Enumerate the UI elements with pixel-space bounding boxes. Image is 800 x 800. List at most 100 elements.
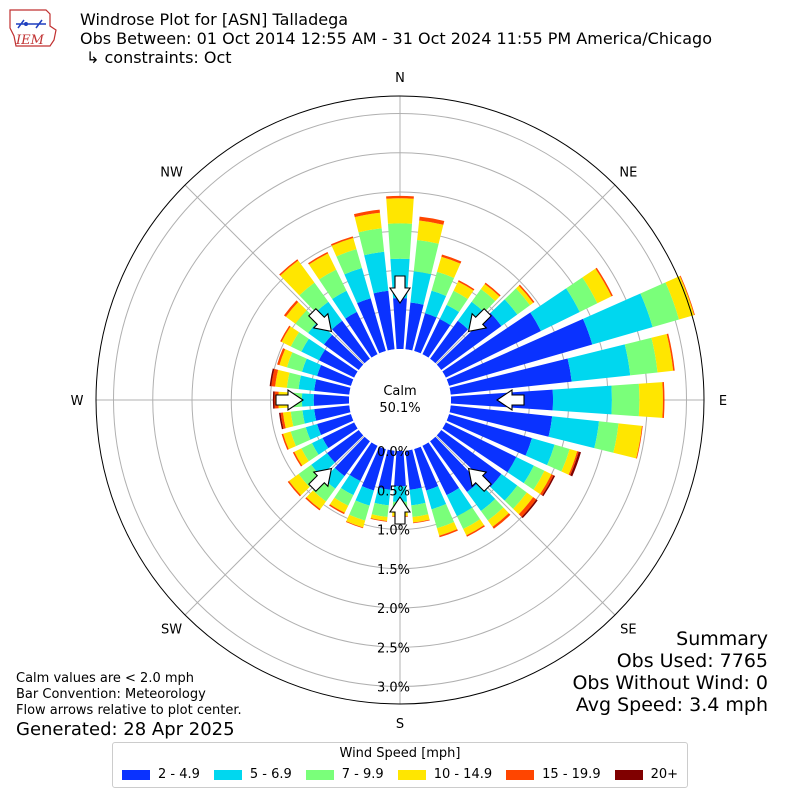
wind-bar-segment [449,405,553,437]
wind-bar-segment [466,525,485,537]
legend-item: 20+ [614,767,678,782]
wind-bar-segment [280,260,315,296]
wind-bar-segment [662,382,665,418]
obs-without-wind: Obs Without Wind: 0 [572,672,768,694]
wind-bar-segment [349,500,370,521]
wind-bar-segment [679,275,695,316]
wind-bar-segment [311,437,329,455]
wind-bar-segment [533,470,552,495]
wind-bar-segment [393,297,407,350]
wind-bar-segment [552,385,612,415]
flow-arrow-icon [308,467,333,492]
flow-arrows-note: Flow arrows relative to plot center. [16,703,242,718]
wind-bar-segment [442,422,517,473]
wind-bar-segment [456,507,481,529]
radial-tick-label: 2.5% [377,641,410,656]
flow-arrow-icon [388,275,412,304]
wind-bar-segment [446,487,473,517]
wind-bar-segment [521,499,538,519]
wind-bar-segment [636,425,643,459]
legend-swatch [614,769,643,780]
legend-label: 15 - 19.9 [542,767,601,782]
compass-label: E [719,394,727,409]
wind-bar-segment [331,320,370,364]
wind-bar-segment [413,519,430,524]
wind-bar-segment [290,427,311,447]
wind-bar-segment [277,348,286,366]
wind-bar-segment [567,344,631,382]
wind-bar-segment [405,449,422,490]
wind-bar-segment [409,487,426,506]
wind-bar-segment [272,391,275,409]
obs-used: Obs Used: 7765 [616,650,768,672]
legend-item: 5 - 6.9 [213,767,292,782]
wind-bar-segment [467,481,496,511]
wind-bar-segment [507,456,534,484]
legend-label: 10 - 14.9 [433,767,493,782]
wind-bar-segment [374,487,391,506]
wind-bar-segment [280,325,291,342]
compass-label: SE [620,622,636,637]
wind-bar-segment [665,275,695,320]
wind-bar-segment [292,451,303,467]
flow-arrows [275,275,525,525]
wind-bar-segment [286,372,301,390]
wind-bar-segment [666,333,675,371]
wind-bar-segment [344,268,371,304]
wind-bar-segment [414,313,437,354]
wind-bar-segment [346,514,366,528]
wind-bar-segment [437,256,461,279]
wind-bar-segment [487,507,509,527]
wind-bar-segment [332,290,357,319]
legend-swatch [305,769,334,780]
legend-swatch [121,769,150,780]
wind-bar-segment [422,442,460,496]
wind-bar-segment [331,237,357,257]
wind-bar-segment [279,259,299,276]
flow-arrow-icon [275,388,304,412]
wind-bar-segment [651,334,674,373]
header: Windrose Plot for [ASN] Talladega Obs Be… [80,10,712,67]
wind-bar-segment [430,436,479,492]
wind-bar-segment [480,498,504,521]
wind-bar-segment [518,284,535,303]
flow-arrow-icon [467,467,492,492]
wind-bar-segment [315,301,343,330]
legend-label: 5 - 6.9 [249,767,292,782]
radial-tick-label: 1.5% [377,563,410,578]
legend-swatch [397,769,426,780]
wind-bar-segment [282,411,294,429]
wind-bar-segment [357,298,386,354]
wind-bar-segment [431,504,455,529]
compass-label: SW [161,622,182,637]
wind-bar-segment [355,486,374,506]
wind-bar-segment [314,405,351,421]
wind-bar-segment [301,443,319,462]
wind-bar-segment [446,318,593,386]
wind-bar-segment [286,352,307,372]
wind-bar-segment [613,423,642,459]
wind-bar-segment [299,282,329,313]
calm-percent: 50.1% [379,401,420,416]
wind-bar-segment [457,301,485,330]
wind-bar-segment [387,223,413,260]
grid-spoke [184,184,365,365]
wind-bar-segment [302,409,317,424]
wind-bar-segment [547,444,570,472]
wind-bar-segment [371,502,389,518]
legend-items: 2 - 4.9 5 - 6.9 7 - 9.9 10 - 14.9 15 - 19.9 2… [113,767,687,782]
wind-bar-segment [306,490,327,510]
wind-bar-segment [611,383,640,417]
legend-label: 7 - 9.9 [341,767,384,782]
radial-tick-labels: 0.0% 0.5% 1.0% 1.5% 2.0% 2.5% 3.0% [377,445,410,696]
wind-bar-segment [426,486,447,510]
wind-bar-segment [449,358,572,395]
wind-bar-segment [318,349,358,378]
wind-bar-segment [548,416,600,449]
wind-bar-segment [317,414,354,435]
wind-bar-segment [504,288,531,315]
wind-bar-segment [431,271,455,296]
wind-bar-segment [411,502,429,518]
compass-label: W [71,394,84,409]
